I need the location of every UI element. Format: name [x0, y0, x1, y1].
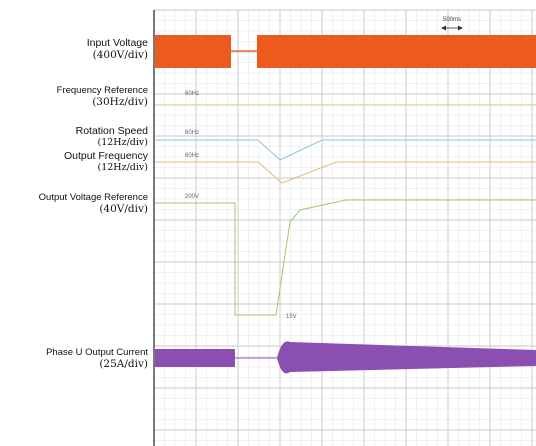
series-name: Input Voltage [86, 37, 148, 49]
series-name: Output Voltage Reference [38, 192, 148, 203]
series-scale: (12Hz/div) [97, 136, 148, 148]
series-scale: (40V/div) [99, 202, 148, 215]
output-voltage-reference-level: 200V [185, 194, 199, 200]
label-rotation-speed: Rotation Speed (12Hz/div) [76, 126, 148, 147]
rotation-speed-trace [155, 139, 536, 161]
label-phase-u-output-current: Phase U Output Current (25A/div) [46, 348, 148, 369]
phase-u-current-trace-after [277, 341, 536, 374]
phase-u-current-trace-before [155, 349, 235, 367]
output-frequency-level: 60Hz [185, 153, 199, 159]
label-output-voltage-reference: Output Voltage Reference (40V/div) [39, 193, 148, 214]
input-voltage-trace-before [155, 35, 231, 68]
series-name: Phase U Output Current [46, 347, 148, 358]
series-scale: (30Hz/div) [92, 95, 148, 108]
label-input-voltage: Input Voltage (400V/div) [87, 38, 148, 60]
series-name: Rotation Speed [75, 125, 148, 137]
series-scale: (25A/div) [99, 357, 148, 370]
series-scale: (12Hz/div) [97, 161, 148, 173]
label-frequency-reference: Frequency Reference (30Hz/div) [57, 86, 148, 107]
series-name: Frequency Reference [56, 85, 148, 96]
output-voltage-reference-trace [155, 199, 536, 316]
time-div-arrow-right [458, 25, 463, 31]
series-name: Output Frequency [63, 150, 148, 162]
output-voltage-reference-min-level: 15V [286, 314, 297, 320]
grid [153, 9, 536, 446]
output-frequency-trace [155, 161, 536, 184]
time-div-arrow-left [441, 25, 446, 31]
time-div-label: 500ms [443, 17, 461, 23]
rotation-speed-level: 60Hz [185, 130, 199, 136]
label-output-frequency: Output Frequency (12Hz/div) [64, 151, 148, 172]
input-voltage-trace-after [257, 35, 536, 68]
series-scale: (400V/div) [92, 48, 148, 61]
frequency-reference-level: 60Hz [185, 91, 199, 97]
